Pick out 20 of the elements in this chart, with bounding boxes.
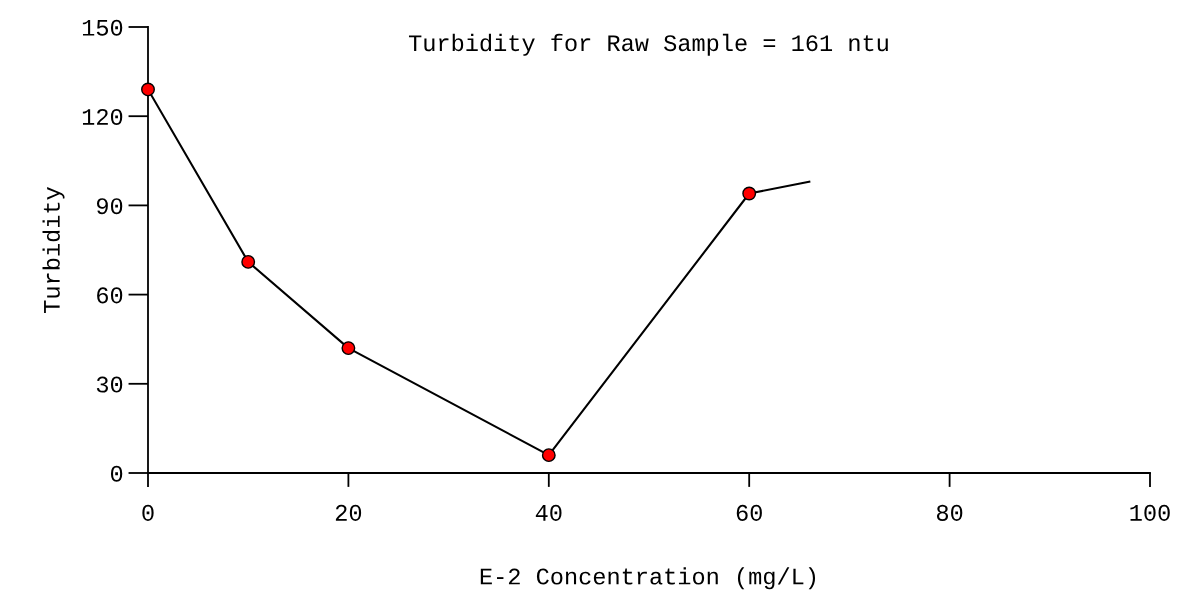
x-tick-label: 20 <box>335 504 362 521</box>
point <box>141 82 155 97</box>
y-tick-label: 30 <box>96 376 123 393</box>
x-tick-label: 100 <box>1130 504 1170 521</box>
point <box>341 341 356 356</box>
point <box>742 186 757 201</box>
y-tick-label: 90 <box>96 198 123 215</box>
x-tick-label: 60 <box>736 504 762 521</box>
y-axis-title: Turbidity <box>42 187 65 313</box>
x-tick-label: 80 <box>936 504 963 521</box>
point <box>541 448 556 463</box>
y-tick-label: 150 <box>82 19 123 36</box>
y-tick-label: 0 <box>110 465 123 482</box>
annotation: Turbidity for Raw Sample = 161 ntu <box>408 33 888 56</box>
y-tick-label: 60 <box>97 287 123 304</box>
y-tick-label: 120 <box>82 108 123 125</box>
x-tick-label: 40 <box>535 504 562 521</box>
x-axis-title: E-2 Concentration (mg/L) <box>480 567 816 590</box>
x-tick-label: 0 <box>142 504 154 521</box>
point <box>241 254 256 269</box>
